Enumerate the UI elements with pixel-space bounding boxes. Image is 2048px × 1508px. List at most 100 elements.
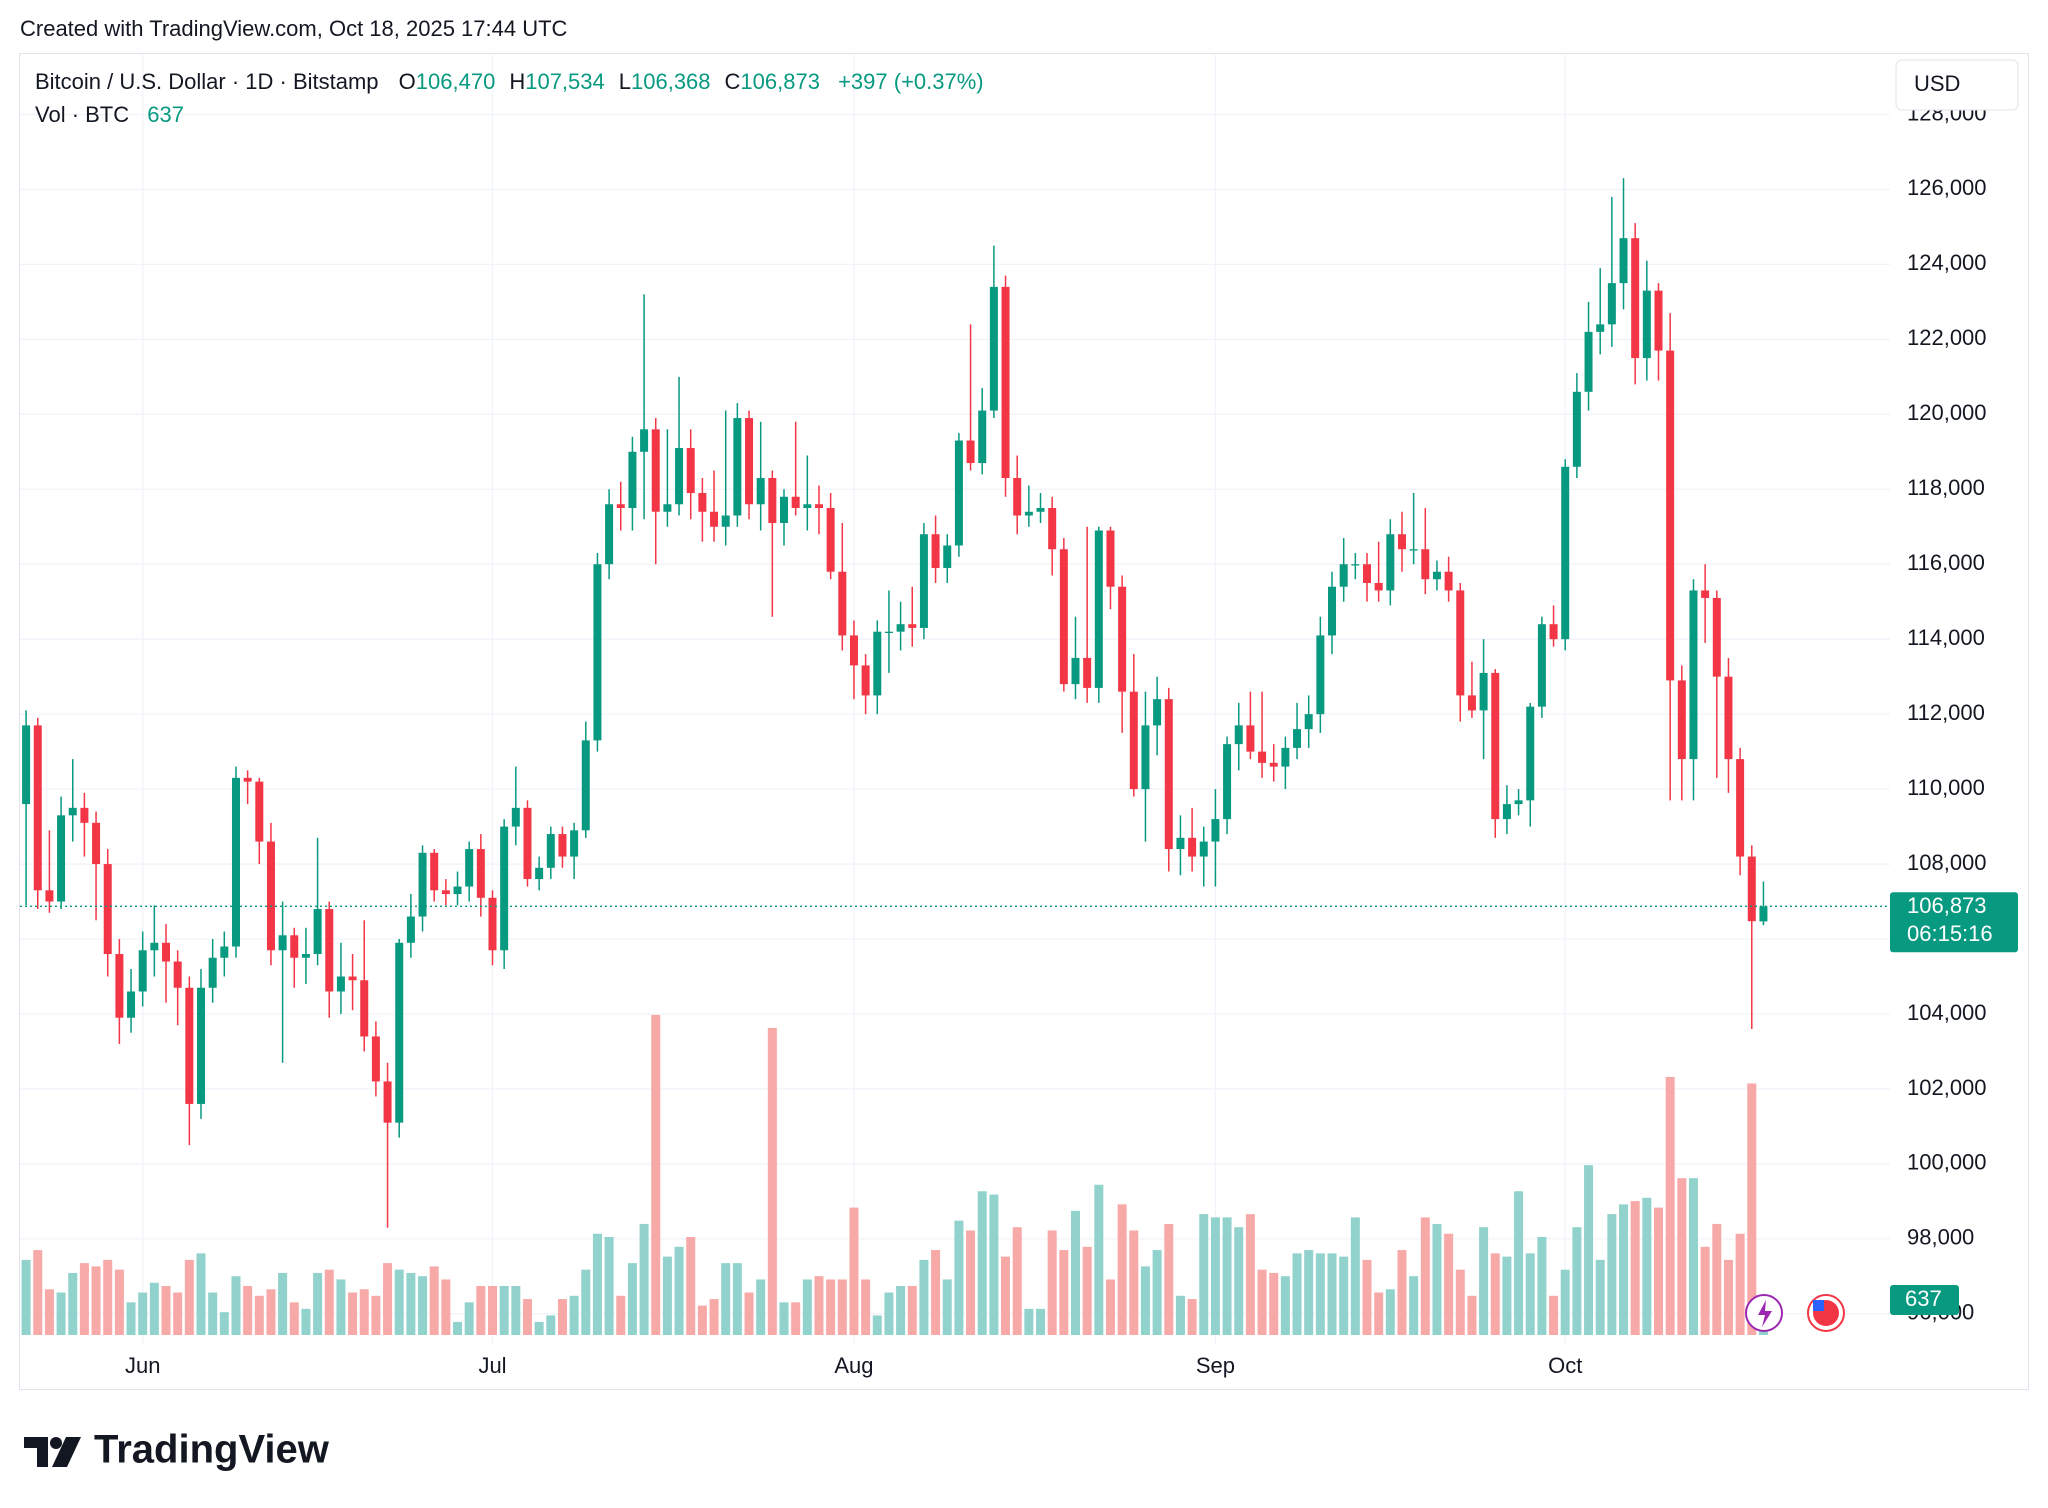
volume-bar bbox=[371, 1295, 381, 1335]
candle-body bbox=[1153, 699, 1162, 726]
currency[interactable]: USD bbox=[1914, 71, 1960, 96]
volume-bar bbox=[254, 1295, 264, 1335]
y-tick-label: 98,000 bbox=[1907, 1225, 1974, 1250]
candle-body bbox=[1246, 725, 1255, 752]
volume-bar bbox=[896, 1286, 906, 1335]
volume-legend: Vol · BTC 637 bbox=[35, 102, 184, 127]
volume-bar bbox=[861, 1279, 871, 1335]
volume-bar bbox=[767, 1027, 777, 1335]
candle-body bbox=[1001, 286, 1010, 479]
volume-bar bbox=[359, 1289, 369, 1335]
currency-button[interactable]: USD bbox=[1895, 59, 2019, 111]
candle-body bbox=[173, 961, 182, 988]
candle-body bbox=[570, 830, 579, 857]
candle-body bbox=[1293, 729, 1302, 748]
candle-body bbox=[1048, 508, 1057, 550]
candle-body bbox=[873, 631, 882, 696]
volume-bar bbox=[1269, 1272, 1279, 1335]
last-price-label: 106,873 bbox=[1907, 893, 1987, 918]
candle-body bbox=[616, 504, 625, 509]
volume-bar bbox=[196, 1253, 206, 1335]
candle-body bbox=[1456, 590, 1465, 696]
volume-bar bbox=[826, 1279, 836, 1335]
candle-body bbox=[395, 942, 404, 1123]
candle-body bbox=[884, 631, 893, 633]
candle-body bbox=[698, 493, 707, 512]
volume-bar bbox=[1339, 1256, 1349, 1335]
candle-body bbox=[1339, 564, 1348, 587]
volume-bar bbox=[1292, 1253, 1302, 1335]
logo-slash bbox=[52, 1437, 81, 1467]
y-tick-label: 104,000 bbox=[1907, 1000, 1987, 1025]
candle-body bbox=[92, 822, 101, 865]
candle-body bbox=[1607, 283, 1616, 325]
volume-bar bbox=[1455, 1269, 1465, 1335]
volume-bar bbox=[1549, 1295, 1559, 1335]
volume-bar bbox=[1467, 1295, 1477, 1335]
y-tick-label: 124,000 bbox=[1907, 250, 1987, 275]
candle-body bbox=[348, 976, 357, 981]
volume-bar bbox=[313, 1272, 323, 1335]
volume-bar bbox=[1420, 1217, 1430, 1335]
volume-bar bbox=[1071, 1210, 1080, 1335]
indicator-icons[interactable] bbox=[1745, 1294, 1845, 1332]
volume-bar bbox=[604, 1237, 614, 1335]
volume-bar bbox=[1677, 1178, 1687, 1335]
x-tick-label: Oct bbox=[1548, 1353, 1582, 1378]
currency-button-bg[interactable] bbox=[1895, 59, 2019, 111]
candle-body bbox=[1223, 744, 1232, 820]
candle-body bbox=[441, 890, 450, 895]
y-tick-label: 116,000 bbox=[1907, 550, 1985, 575]
volume-bar bbox=[243, 1286, 253, 1335]
brand-logo: TradingView bbox=[24, 1428, 330, 1472]
volume-bar bbox=[1280, 1276, 1290, 1335]
candle-body bbox=[290, 935, 299, 958]
volume-bar bbox=[662, 1256, 672, 1335]
candle-body bbox=[733, 418, 742, 516]
candle-body bbox=[1572, 391, 1581, 467]
candle-body bbox=[278, 935, 287, 951]
volume-bar bbox=[1164, 1223, 1174, 1335]
volume-bar bbox=[1654, 1207, 1663, 1335]
event-flag-canton bbox=[1813, 1300, 1824, 1311]
volume-bar bbox=[919, 1259, 929, 1335]
volume-bar bbox=[1572, 1227, 1582, 1335]
volume-bar bbox=[1525, 1253, 1535, 1335]
last-price-box bbox=[1890, 892, 2018, 953]
volume-bar bbox=[709, 1299, 719, 1335]
candle-body bbox=[1316, 635, 1325, 715]
candle-body bbox=[360, 980, 369, 1037]
candle-body bbox=[1083, 657, 1092, 688]
volume-bar bbox=[418, 1276, 428, 1335]
candle-body bbox=[476, 849, 485, 898]
volume-label-box bbox=[1890, 1285, 1959, 1315]
volume-bar bbox=[1595, 1259, 1605, 1335]
candle-body bbox=[1596, 324, 1605, 332]
legend-line: Bitcoin / U.S. Dollar · 1D · Bitstamp O1… bbox=[35, 69, 984, 94]
candle-body bbox=[336, 976, 345, 992]
volume-bar bbox=[208, 1292, 218, 1335]
volume-bar bbox=[581, 1269, 591, 1335]
volume-bar bbox=[686, 1237, 696, 1335]
volume-bar bbox=[1245, 1214, 1255, 1335]
candle-body bbox=[243, 777, 252, 782]
volume-bar bbox=[1560, 1269, 1570, 1335]
candle-body bbox=[1537, 624, 1546, 707]
candle-body bbox=[1701, 590, 1710, 598]
candle-body bbox=[1234, 725, 1243, 745]
y-tick-label: 110,000 bbox=[1907, 775, 1985, 800]
volume-bar bbox=[1094, 1184, 1104, 1335]
candle-body bbox=[1036, 508, 1045, 512]
candle-body bbox=[45, 890, 54, 902]
volume-bar bbox=[499, 1286, 509, 1335]
ohlc-value: 106,470 bbox=[416, 69, 496, 94]
candle-body bbox=[1514, 800, 1523, 805]
volume-bar bbox=[1712, 1223, 1722, 1335]
volume-bar bbox=[68, 1272, 78, 1335]
candle-body bbox=[103, 864, 112, 955]
candle-body bbox=[1176, 837, 1185, 850]
volume-bar bbox=[942, 1279, 952, 1335]
candle-body bbox=[1421, 549, 1430, 580]
volume-bar bbox=[522, 1299, 532, 1335]
candle-body bbox=[803, 504, 812, 509]
